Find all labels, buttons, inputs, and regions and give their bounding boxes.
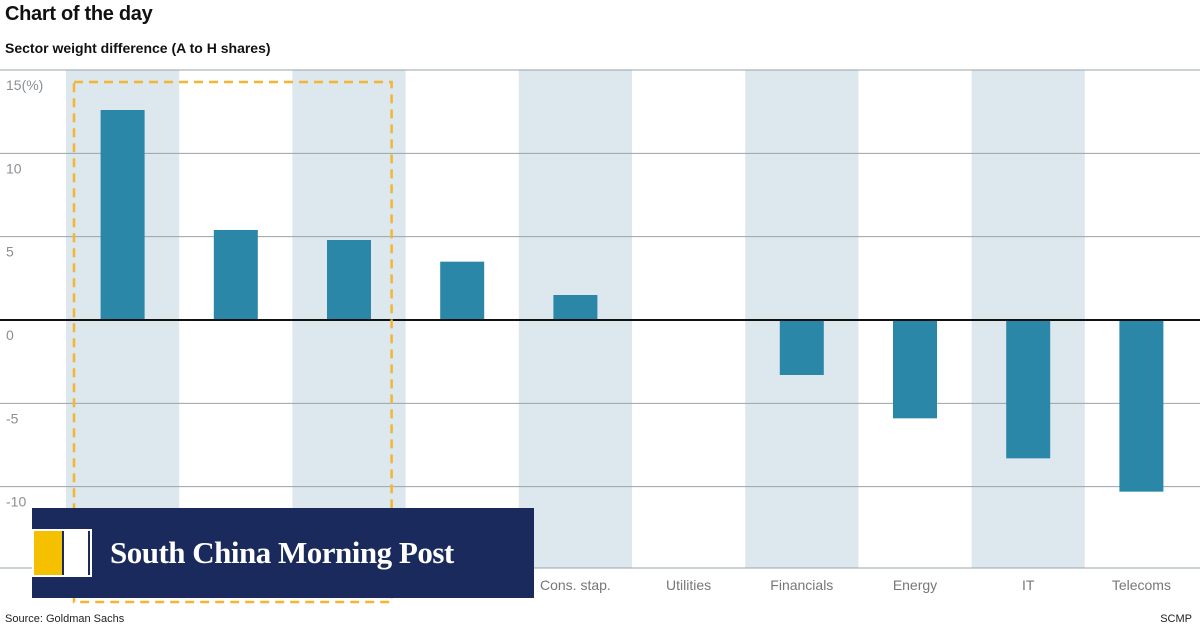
scmp-logo-text: South China Morning Post xyxy=(110,535,454,570)
x-tick-label: Telecoms xyxy=(1112,577,1171,593)
bar-materials xyxy=(213,230,258,320)
bar-telecoms xyxy=(1119,320,1164,492)
y-tick-label: 5 xyxy=(6,244,14,260)
chart-title: Chart of the day xyxy=(5,3,153,25)
scmp-logo-mark-icon xyxy=(32,529,92,577)
publisher-credit: SCMP xyxy=(1160,613,1192,625)
bar-energy xyxy=(893,320,937,419)
y-tick-label: 10 xyxy=(6,160,22,176)
bar-financials xyxy=(779,320,824,375)
bar-health-care xyxy=(440,261,485,320)
y-tick-label: 15(%) xyxy=(6,77,43,93)
x-tick-label: Financials xyxy=(770,577,833,593)
scmp-logo: South China Morning Post xyxy=(32,508,534,598)
bar-chart: 15(%)1050-5-10IndustrialsMaterialsCons. … xyxy=(0,69,1200,604)
y-tick-label: -10 xyxy=(6,494,26,510)
y-tick-label: -5 xyxy=(6,410,19,426)
y-tick-label: 0 xyxy=(6,327,14,343)
x-tick-label: Energy xyxy=(893,577,937,593)
x-tick-label: IT xyxy=(1022,577,1035,593)
bar-cons-disc- xyxy=(327,240,371,320)
highlight-box xyxy=(72,80,393,604)
source-note: Source: Goldman Sachs xyxy=(5,613,125,625)
chart-subtitle: Sector weight difference (A to H shares) xyxy=(5,40,271,56)
x-tick-label: Utilities xyxy=(666,577,711,593)
bar-it xyxy=(1006,320,1051,459)
x-tick-label: Cons. stap. xyxy=(540,577,611,593)
bar-cons-stap- xyxy=(553,295,598,320)
bar-industrials xyxy=(100,110,145,320)
